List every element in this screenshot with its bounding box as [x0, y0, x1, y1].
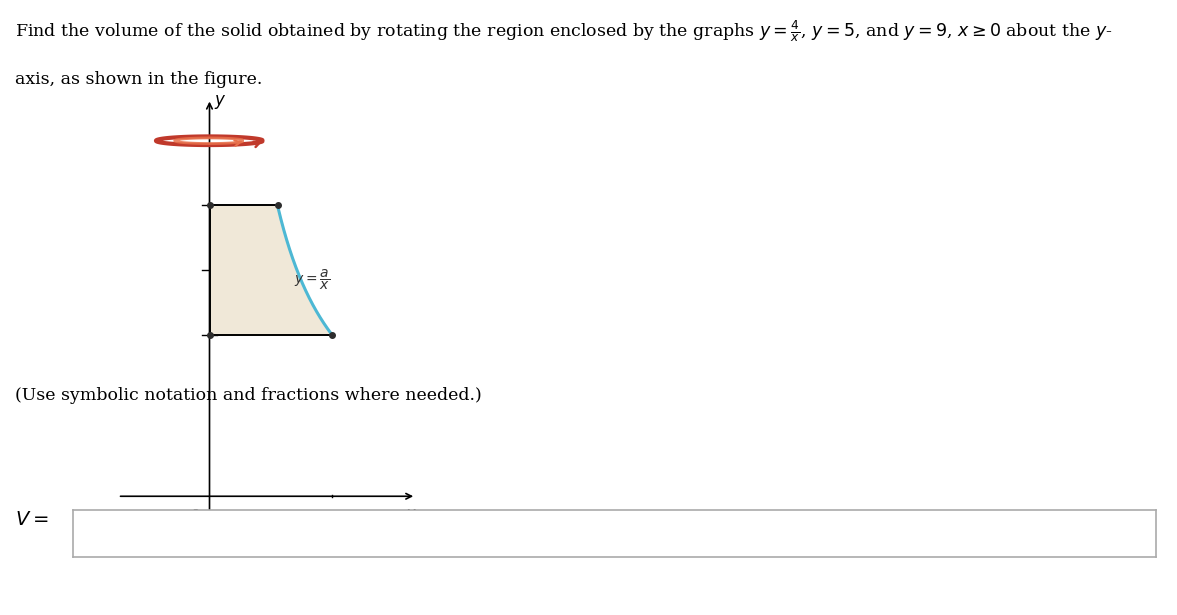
Text: 0: 0 — [191, 509, 200, 523]
Text: $y = \dfrac{a}{x}$: $y = \dfrac{a}{x}$ — [294, 268, 330, 292]
Text: Find the volume of the solid obtained by rotating the region enclosed by the gra: Find the volume of the solid obtained by… — [15, 18, 1113, 44]
Text: $V =$: $V =$ — [15, 510, 48, 529]
Text: axis, as shown in the figure.: axis, as shown in the figure. — [15, 71, 262, 88]
Text: $x$: $x$ — [405, 506, 418, 523]
Text: (Use symbolic notation and fractions where needed.): (Use symbolic notation and fractions whe… — [15, 387, 483, 405]
Text: $y$: $y$ — [214, 93, 226, 111]
